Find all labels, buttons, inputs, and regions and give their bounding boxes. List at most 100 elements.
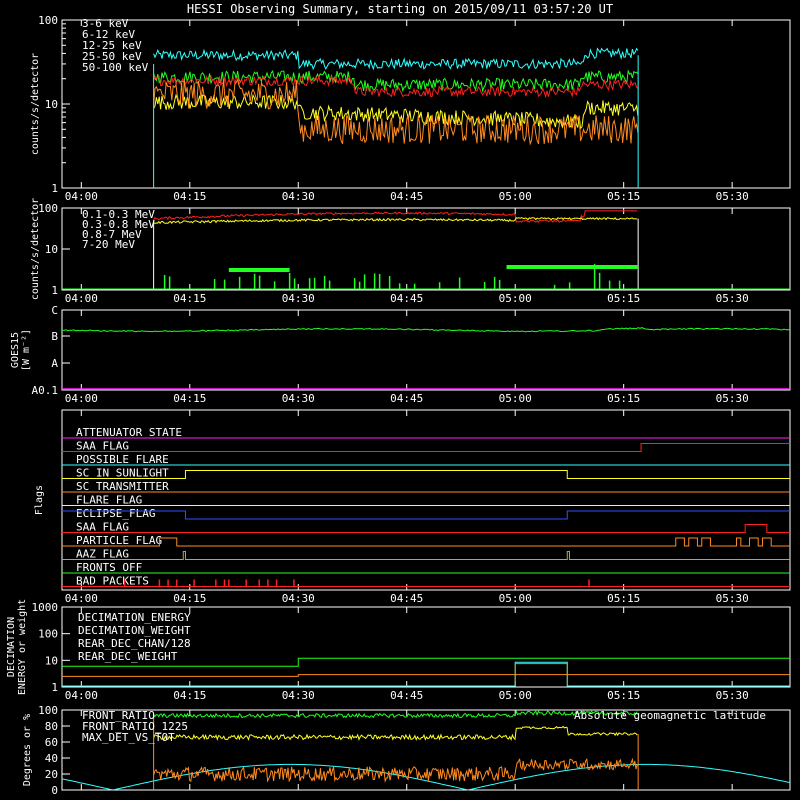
legend-entry: 25-50 keV	[82, 50, 142, 63]
y-axis-label: DECIMATIONENERGY or weight	[6, 599, 28, 695]
flag-label: FRONTS_OFF	[76, 561, 142, 574]
legend-entry: DECIMATION_WEIGHT	[78, 624, 191, 637]
legend-entry: 6-12 keV	[82, 28, 135, 41]
series-line-red	[153, 210, 638, 223]
x-tick-label: 05:15	[607, 190, 640, 203]
y-tick-label: 100	[38, 14, 58, 27]
flag-label: SAA_FLAG	[76, 521, 129, 534]
y-tick-label: 60	[45, 736, 58, 749]
x-tick-label: 04:30	[282, 292, 315, 305]
x-tick-label: 04:00	[65, 292, 98, 305]
series-line-yellow	[153, 217, 638, 225]
x-tick-label: 05:15	[607, 592, 640, 605]
series-line-max-det-vs-tot	[153, 757, 638, 783]
flag-line-saa-flag	[62, 443, 790, 452]
y-tick-label: 100	[38, 704, 58, 717]
flag-label: BAD_PACKETS	[76, 575, 149, 588]
y-tick-label: C	[51, 304, 58, 317]
series-line-6-12-keV	[153, 78, 639, 146]
series-line-front-ratio	[153, 725, 638, 742]
x-tick-label: 04:45	[390, 592, 423, 605]
x-tick-label: 05:00	[499, 689, 532, 702]
y-axis-label: GOES15[W m⁻²]	[10, 329, 32, 371]
flag-label: SAA_FLAG	[76, 440, 129, 453]
series-green-plateau	[228, 268, 290, 272]
y-tick-label: 1	[51, 182, 58, 195]
x-tick-label: 04:45	[390, 292, 423, 305]
x-tick-label: 04:45	[390, 190, 423, 203]
x-tick-label: 04:00	[65, 592, 98, 605]
y-axis-label: counts/s/detector	[30, 198, 41, 300]
y-axis-label: Flags	[34, 485, 45, 515]
x-tick-label: 04:00	[65, 190, 98, 203]
flag-line-sc-in-sunlight	[62, 470, 790, 479]
legend-entry: REAR_DEC_CHAN/128	[78, 637, 191, 650]
legend-entry: 50-100 keV	[82, 61, 149, 74]
x-tick-label: 05:00	[499, 392, 532, 405]
x-tick-label: 05:00	[499, 292, 532, 305]
series-line-3-6-keV	[153, 73, 639, 99]
series-green-plateau	[506, 265, 639, 269]
legend-entry: MAX_DET_VS_TOT	[82, 731, 175, 744]
y-tick-label: 1	[51, 681, 58, 694]
flag-label: FLARE_FLAG	[76, 494, 142, 507]
x-tick-label: 04:30	[282, 592, 315, 605]
x-tick-label: 05:00	[499, 592, 532, 605]
y-axis-label-line: GOES15	[10, 332, 21, 368]
panel-4-frame	[61, 606, 791, 688]
y-tick-label: 0	[51, 784, 58, 797]
series-line-decimation-energy	[62, 657, 790, 667]
y-axis-label-line: DECIMATION	[6, 617, 17, 677]
flag-line-particle-flag	[62, 537, 790, 547]
series-line-rear-dec-weight	[514, 663, 568, 686]
x-tick-label: 04:00	[65, 689, 98, 702]
x-tick-label: 04:00	[65, 392, 98, 405]
flag-label: SC_TRANSMITTER	[76, 480, 169, 493]
x-tick-label: 05:30	[716, 292, 749, 305]
x-tick-label: 04:15	[173, 689, 206, 702]
chart-title: HESSI Observing Summary, starting on 201…	[187, 2, 613, 16]
y-axis-label: Degrees or %	[22, 714, 33, 786]
legend-entry: REAR_DEC_WEIGHT	[78, 650, 178, 663]
panel-3-frame	[61, 409, 791, 591]
x-tick-label: 04:15	[173, 190, 206, 203]
panel-5-frame	[61, 709, 791, 791]
x-tick-label: 04:30	[282, 190, 315, 203]
series-line-rear-dec-chan	[62, 661, 790, 687]
x-tick-label: 05:30	[716, 689, 749, 702]
y-tick-label: B	[51, 330, 58, 343]
panel-1-frame	[61, 207, 791, 291]
legend-entry: 12-25 keV	[82, 39, 142, 52]
flag-label: SC_IN_SUNLIGHT	[76, 467, 169, 480]
y-tick-label: 1	[51, 284, 58, 297]
x-tick-label: 05:15	[607, 392, 640, 405]
x-tick-label: 05:00	[499, 190, 532, 203]
series-line-decimation-weight	[62, 674, 790, 677]
y-axis-label-line: ENERGY or weight	[17, 599, 28, 695]
panel-2-frame	[61, 309, 791, 391]
legend-entry: 0.8-7 MeV	[82, 228, 142, 241]
x-tick-label: 04:45	[390, 689, 423, 702]
flag-label: ATTENUATOR_STATE	[76, 426, 182, 439]
x-tick-label: 04:15	[173, 392, 206, 405]
flag-line-eclipse-flag	[62, 510, 790, 520]
y-axis-label: counts/s/detector	[30, 53, 41, 155]
x-tick-label: 04:30	[282, 392, 315, 405]
legend-entry: Absolute geomagnetic latitude	[574, 709, 766, 722]
x-tick-label: 04:15	[173, 592, 206, 605]
y-tick-label: A0.1	[32, 384, 59, 397]
y-tick-label: 10	[45, 243, 58, 256]
series-line-12-25-keV	[153, 93, 639, 130]
legend-entry: FRONT_RATIO_1225	[82, 720, 188, 733]
y-tick-label: 10	[45, 98, 58, 111]
x-tick-label: 05:15	[607, 292, 640, 305]
legend-entry: FRONT_RATIO	[82, 709, 155, 722]
legend-entry: 7-20 MeV	[82, 238, 135, 251]
x-tick-label: 05:30	[716, 190, 749, 203]
flag-label: PARTICLE_FLAG	[76, 534, 162, 547]
series-line-25-50-keV	[153, 69, 639, 93]
x-tick-label: 04:45	[390, 392, 423, 405]
series-line-50-100-keV	[153, 47, 639, 71]
